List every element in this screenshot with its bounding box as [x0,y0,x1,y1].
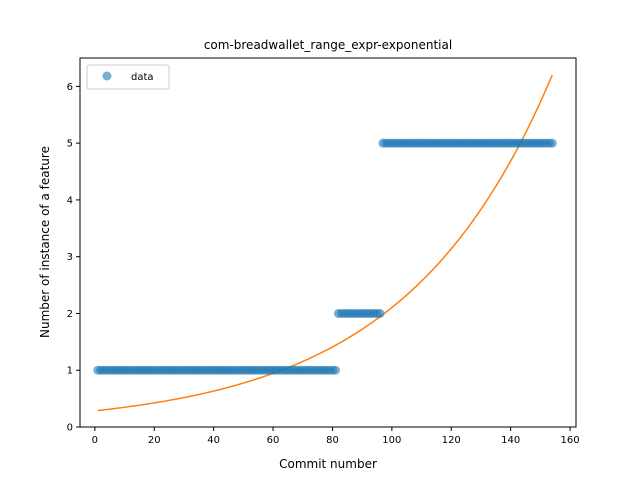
data-point [375,308,385,318]
legend-marker-data [102,71,112,81]
legend-label-data: data [131,72,154,83]
y-axis-label: Number of instance of a feature [38,146,52,338]
y-tick-label-2: 2 [67,309,73,320]
x-tick-label-0: 0 [92,435,98,446]
x-tick-label-160: 160 [561,435,580,446]
x-tick-label-20: 20 [148,435,161,446]
y-tick-label-6: 6 [67,82,73,93]
data-point [547,138,557,148]
x-axis: 0 20 40 60 80 100 120 140 160 [92,427,580,446]
legend: data [86,64,170,90]
x-tick-label-80: 80 [326,435,339,446]
fit-curve [97,74,553,412]
fit-curve-layer [97,74,553,412]
data-point [330,365,340,375]
y-tick-label-5: 5 [67,139,73,150]
x-tick-label-100: 100 [382,435,401,446]
x-tick-label-40: 40 [207,435,220,446]
y-tick-label-3: 3 [67,252,73,263]
legend-box [86,64,170,90]
x-tick-label-140: 140 [501,435,520,446]
plot-frame [79,57,577,428]
x-axis-label: Commit number [279,457,377,471]
y-axis: 0 1 2 3 4 5 6 [67,82,80,434]
x-tick-label-120: 120 [442,435,461,446]
data-points-layer [93,138,557,375]
y-tick-label-4: 4 [67,195,73,206]
chart-title: com-breadwallet_range_expr-exponential [204,38,452,52]
plot-area [79,57,577,428]
y-tick-label-0: 0 [67,423,73,434]
y-tick-label-1: 1 [67,366,73,377]
x-tick-label-60: 60 [267,435,280,446]
